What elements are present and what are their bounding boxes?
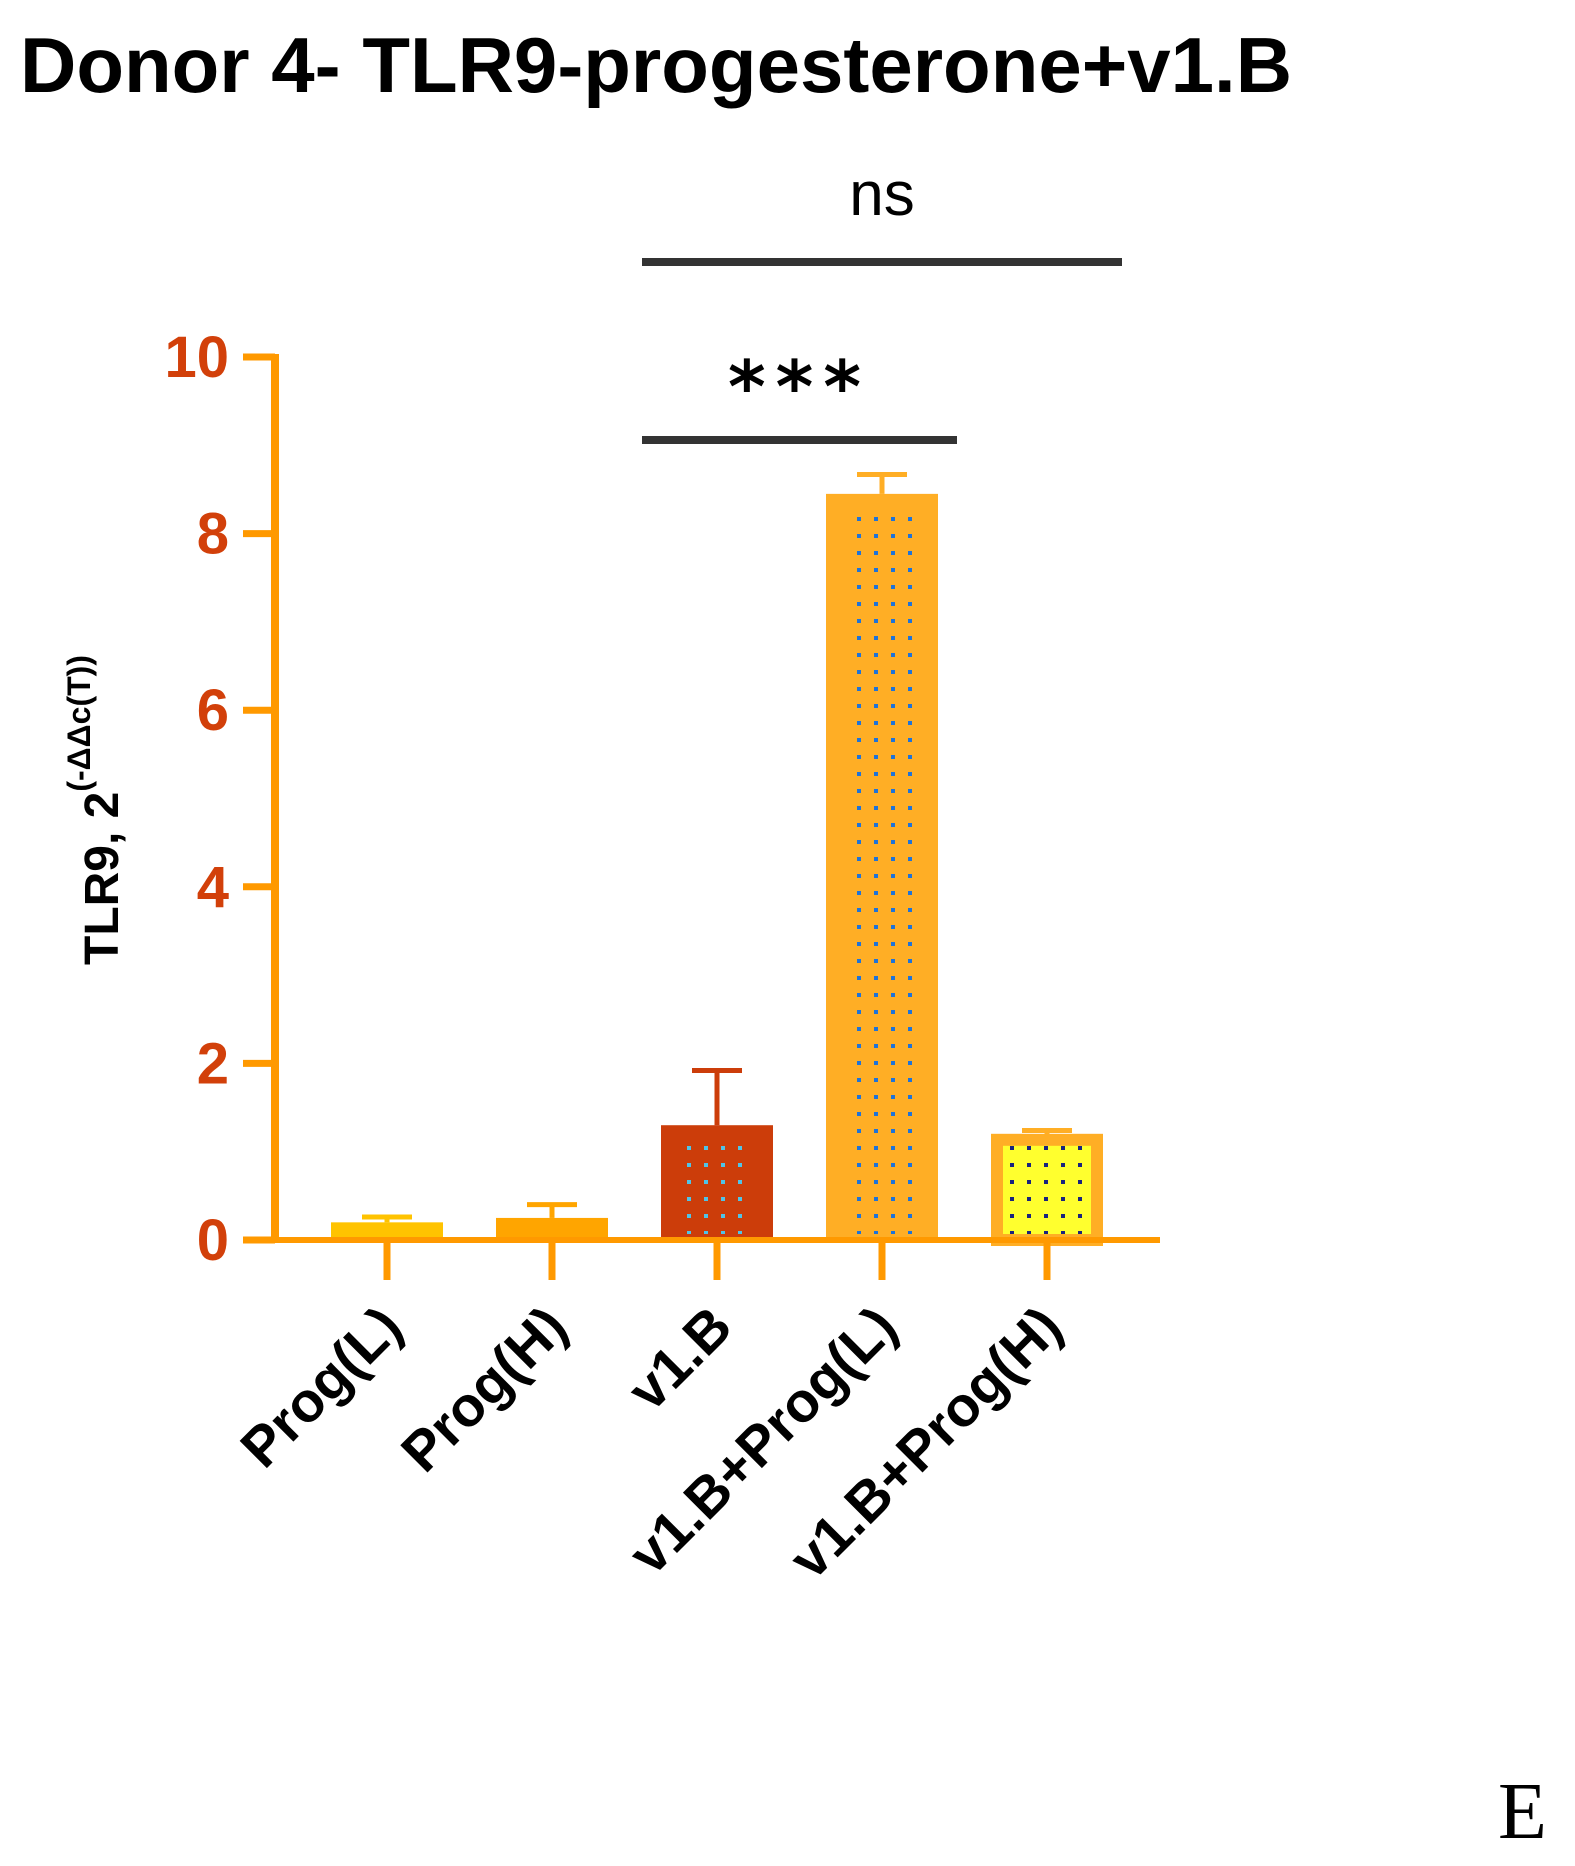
y-tick-label-10: 10 (164, 325, 229, 390)
y-tick-label-6: 6 (197, 678, 229, 743)
x-tick-label-1: Prog(H) (389, 1294, 579, 1484)
x-tick-label-2: v1.B (615, 1294, 743, 1422)
bar-v1-b-prog-h (991, 1133, 1103, 1247)
y-axis-label-superscript: (-ΔΔc(T)) (61, 655, 97, 792)
y-axis-label: TLR9, 2(-ΔΔc(T)) (61, 655, 129, 965)
y-tick-label-4: 4 (197, 855, 229, 920)
bar-v1-b-prog-l-dots (844, 511, 920, 1234)
y-ticks-group: 0 2 4 6 8 10 (164, 325, 275, 1273)
bar-prog-h (496, 1217, 608, 1240)
significance-label-0: *** (728, 345, 871, 429)
panel-label: E (1498, 1768, 1547, 1856)
y-tick-label-0: 0 (197, 1208, 229, 1273)
chart-title: Donor 4- TLR9-progesterone+v1.B (20, 21, 1292, 109)
x-ticks-group: Prog(L)Prog(H) v1.Bv1.B+Prog(L)v1.B+Prog(… (228, 1240, 1073, 1590)
significance-label-1: ns (849, 160, 914, 229)
bar-v1-b-dots (679, 1143, 755, 1234)
significance-group: *** ns (642, 160, 1122, 444)
error-bars-group (362, 471, 1072, 1223)
y-axis-label-main: TLR9, 2 (76, 792, 129, 965)
bars-group (331, 493, 1103, 1247)
bar-prog-l (331, 1222, 443, 1240)
y-tick-label-8: 8 (197, 502, 229, 567)
svg-text:TLR9, 2(-ΔΔc(T)): TLR9, 2(-ΔΔc(T)) (61, 655, 129, 965)
y-tick-label-2: 2 (197, 1031, 229, 1096)
x-tick-label-0: Prog(L) (228, 1294, 413, 1479)
